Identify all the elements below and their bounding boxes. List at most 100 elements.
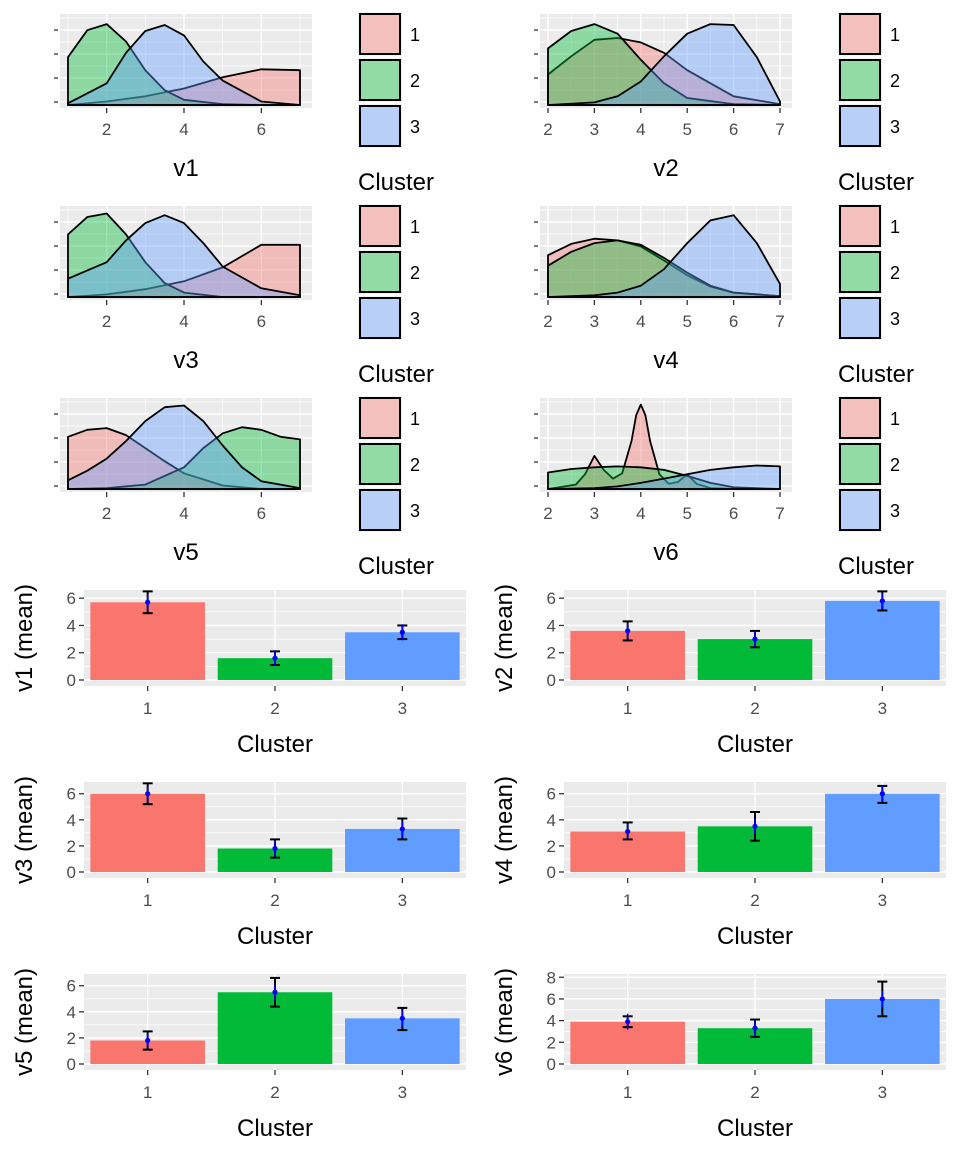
y-tick-label: 6 (547, 589, 556, 608)
x-tick-label: 2 (270, 1083, 279, 1102)
bar-panel-v6: 0 2 4 6 8 1 2 3 Cluster v6 (mean) (491, 968, 946, 1142)
legend-v1: 1 2 3 Cluster (358, 12, 434, 196)
y-tick-label: 6 (67, 589, 76, 608)
legend-label: 2 (410, 263, 420, 283)
x-tick-label: 3 (398, 699, 407, 718)
legend-key-bg (358, 488, 402, 532)
mean-point (145, 599, 151, 605)
density-cluster-3 (547, 23, 781, 106)
legend-key-bg (358, 396, 402, 440)
x-tick-label: 2 (543, 504, 552, 523)
legend-swatch-2 (359, 59, 401, 101)
legend-key-bg (358, 296, 402, 340)
legend-key-bg (838, 58, 882, 102)
y-tick-label: 0 (67, 863, 76, 882)
x-tick-label: 5 (682, 504, 691, 523)
x-axis-title: v6 (653, 539, 678, 566)
x-tick-label: 3 (590, 120, 599, 139)
y-axis-title: v5 (mean) (11, 968, 38, 1076)
x-axis-title: v3 (173, 347, 198, 374)
mean-point (625, 628, 631, 634)
legend-label: 2 (890, 263, 900, 283)
bar-panel-v3: 0 2 4 6 1 2 3 Cluster v3 (mean) (11, 776, 466, 950)
x-axis-title: v1 (173, 155, 198, 182)
y-tick-label: 4 (67, 1003, 76, 1022)
legend-key-bg (838, 442, 882, 486)
legend-swatch-1 (839, 397, 881, 439)
legend-key-bg (838, 488, 882, 532)
y-tick-label: 4 (67, 811, 76, 830)
legend-key-bg (358, 58, 402, 102)
y-tick-label: 2 (67, 644, 76, 663)
legend-key-bg (358, 204, 402, 248)
y-axis-title: v1 (mean) (11, 584, 38, 692)
x-tick-label: 2 (750, 699, 759, 718)
mean-point (145, 791, 151, 797)
density-panel-v2: 2 3 4 5 6 7 v2 (534, 14, 792, 182)
bar-panel-v2: 0 2 4 6 1 2 3 Cluster v2 (mean) (491, 584, 946, 758)
legend-label: 2 (410, 455, 420, 475)
y-tick-label: 2 (67, 1029, 76, 1048)
legend-key-bg (838, 296, 882, 340)
y-axis-title: v6 (mean) (491, 968, 518, 1076)
legend-swatch-1 (359, 397, 401, 439)
y-axis-title: v3 (mean) (11, 776, 38, 884)
mean-point (272, 845, 278, 852)
x-tick-label: 2 (750, 891, 759, 910)
mean-point (399, 826, 405, 832)
legend-label: 1 (890, 217, 900, 237)
legend-swatch-3 (359, 105, 401, 147)
legend-key-bg (838, 12, 882, 56)
legend-label: 1 (410, 409, 420, 429)
legend-swatch-1 (839, 205, 881, 247)
legend-swatch-2 (839, 251, 881, 293)
legend-key-bg (358, 250, 402, 294)
x-tick-label: 4 (636, 504, 645, 523)
legend-swatch-2 (839, 59, 881, 101)
x-tick-label: 4 (636, 312, 645, 331)
legend-label: 2 (890, 455, 900, 475)
x-tick-label: 2 (270, 699, 279, 718)
legend-key-bg (838, 396, 882, 440)
x-tick-label: 1 (143, 699, 152, 718)
legend-label: 3 (890, 117, 900, 137)
legend-swatch-3 (359, 297, 401, 339)
y-tick-label: 6 (547, 785, 556, 804)
y-tick-label: 8 (547, 968, 556, 987)
x-tick-label: 3 (878, 891, 887, 910)
bar-panel-v5: 0 2 4 6 1 2 3 Cluster v5 (mean) (11, 968, 466, 1142)
y-axis-title: v2 (mean) (491, 584, 518, 692)
density-panel-v4: 2 3 4 5 6 7 v4 (534, 206, 792, 374)
bar-cluster-2 (217, 658, 333, 680)
x-tick-label: 5 (682, 120, 691, 139)
y-tick-label: 6 (547, 990, 556, 1009)
legend-v3: 1 2 3 Cluster (358, 204, 434, 388)
legend-key-bg (838, 104, 882, 148)
x-tick-label: 3 (590, 504, 599, 523)
y-axis-title: v4 (mean) (491, 776, 518, 884)
legend-swatch-2 (839, 443, 881, 485)
x-axis-title: v4 (653, 347, 678, 374)
mean-point (399, 629, 405, 635)
legend-swatch-3 (839, 105, 881, 147)
x-tick-label: 7 (775, 312, 784, 331)
density-cluster-3 (67, 24, 301, 106)
mean-point (879, 791, 885, 797)
legend-swatch-1 (359, 205, 401, 247)
density-cluster-1 (67, 68, 301, 106)
bar-cluster-3 (825, 600, 940, 680)
y-tick-label: 2 (67, 837, 76, 856)
y-tick-label: 0 (67, 671, 76, 690)
y-tick-label: 0 (547, 671, 556, 690)
legend-swatch-1 (839, 13, 881, 55)
density-cluster-3 (67, 214, 301, 298)
legend-key-bg (838, 204, 882, 248)
bar-cluster-1 (90, 1040, 205, 1064)
bar-cluster-3 (825, 793, 940, 872)
bar-cluster-2 (217, 848, 333, 872)
x-tick-label: 6 (257, 120, 266, 139)
density-panel-v5: 2 4 6 v5 (54, 398, 312, 566)
legend-label: 3 (410, 309, 420, 329)
x-tick-label: 3 (398, 1083, 407, 1102)
x-axis-title: Cluster (237, 1115, 313, 1142)
